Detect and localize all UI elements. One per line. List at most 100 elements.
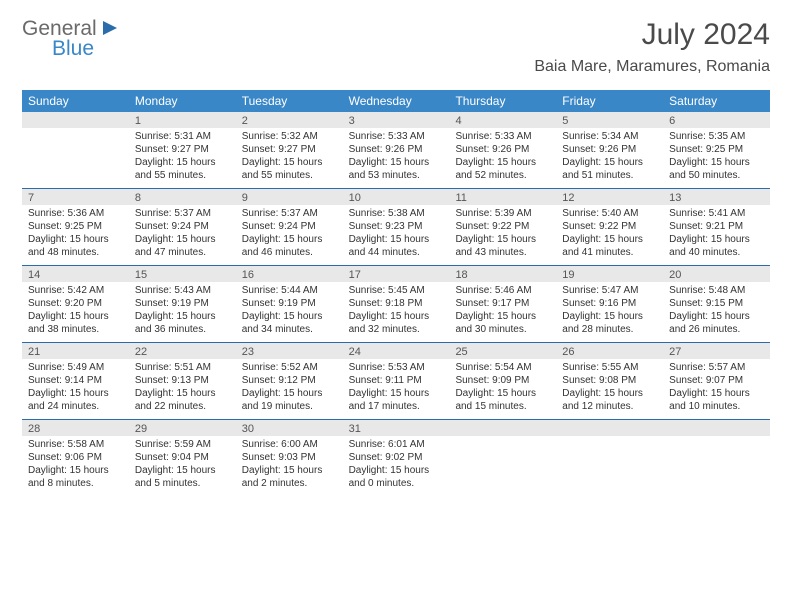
daylight-line: Daylight: 15 hours and 43 minutes. [455,233,550,259]
sunrise-line: Sunrise: 5:46 AM [455,284,550,297]
day-details: Sunrise: 5:48 AMSunset: 9:15 PMDaylight:… [663,282,770,340]
calendar-cell: 17Sunrise: 5:45 AMSunset: 9:18 PMDayligh… [343,266,450,342]
calendar-cell: 20Sunrise: 5:48 AMSunset: 9:15 PMDayligh… [663,266,770,342]
calendar-header-row: SundayMondayTuesdayWednesdayThursdayFrid… [22,90,770,112]
calendar-cell: 16Sunrise: 5:44 AMSunset: 9:19 PMDayligh… [236,266,343,342]
sunset-line: Sunset: 9:26 PM [562,143,657,156]
calendar-week: 21Sunrise: 5:49 AMSunset: 9:14 PMDayligh… [22,343,770,420]
day-number: 25 [449,343,556,359]
daylight-line: Daylight: 15 hours and 55 minutes. [135,156,230,182]
sunset-line: Sunset: 9:07 PM [669,374,764,387]
calendar-cell: 26Sunrise: 5:55 AMSunset: 9:08 PMDayligh… [556,343,663,419]
day-details: Sunrise: 5:33 AMSunset: 9:26 PMDaylight:… [343,128,450,186]
sunset-line: Sunset: 9:12 PM [242,374,337,387]
calendar-week: 28Sunrise: 5:58 AMSunset: 9:06 PMDayligh… [22,420,770,496]
sunset-line: Sunset: 9:21 PM [669,220,764,233]
day-details: Sunrise: 5:53 AMSunset: 9:11 PMDaylight:… [343,359,450,417]
sunrise-line: Sunrise: 5:37 AM [242,207,337,220]
daylight-line: Daylight: 15 hours and 50 minutes. [669,156,764,182]
day-number: 13 [663,189,770,205]
day-details [663,436,770,442]
sunset-line: Sunset: 9:26 PM [349,143,444,156]
daylight-line: Daylight: 15 hours and 40 minutes. [669,233,764,259]
sunrise-line: Sunrise: 5:36 AM [28,207,123,220]
day-number [556,420,663,436]
day-number: 1 [129,112,236,128]
daylight-line: Daylight: 15 hours and 15 minutes. [455,387,550,413]
calendar-cell: 30Sunrise: 6:00 AMSunset: 9:03 PMDayligh… [236,420,343,496]
daylight-line: Daylight: 15 hours and 55 minutes. [242,156,337,182]
daylight-line: Daylight: 15 hours and 28 minutes. [562,310,657,336]
daylight-line: Daylight: 15 hours and 12 minutes. [562,387,657,413]
sunrise-line: Sunrise: 5:53 AM [349,361,444,374]
sunset-line: Sunset: 9:09 PM [455,374,550,387]
day-number: 19 [556,266,663,282]
day-number: 8 [129,189,236,205]
day-details: Sunrise: 5:57 AMSunset: 9:07 PMDaylight:… [663,359,770,417]
calendar-cell [22,112,129,188]
calendar-week: 1Sunrise: 5:31 AMSunset: 9:27 PMDaylight… [22,112,770,189]
sunrise-line: Sunrise: 5:39 AM [455,207,550,220]
day-details: Sunrise: 5:35 AMSunset: 9:25 PMDaylight:… [663,128,770,186]
day-details: Sunrise: 5:42 AMSunset: 9:20 PMDaylight:… [22,282,129,340]
daylight-line: Daylight: 15 hours and 41 minutes. [562,233,657,259]
calendar-cell: 2Sunrise: 5:32 AMSunset: 9:27 PMDaylight… [236,112,343,188]
calendar: SundayMondayTuesdayWednesdayThursdayFrid… [22,90,770,496]
day-number: 26 [556,343,663,359]
location-subtitle: Baia Mare, Maramures, Romania [534,58,770,76]
day-number: 28 [22,420,129,436]
sunrise-line: Sunrise: 5:41 AM [669,207,764,220]
sunrise-line: Sunrise: 5:38 AM [349,207,444,220]
sunrise-line: Sunrise: 5:40 AM [562,207,657,220]
sunrise-line: Sunrise: 5:34 AM [562,130,657,143]
day-number: 31 [343,420,450,436]
day-details: Sunrise: 5:36 AMSunset: 9:25 PMDaylight:… [22,205,129,263]
day-number: 30 [236,420,343,436]
day-number [663,420,770,436]
calendar-week: 14Sunrise: 5:42 AMSunset: 9:20 PMDayligh… [22,266,770,343]
calendar-cell: 13 Sunrise: 5:41 AMSunset: 9:21 PMDayligh… [663,189,770,265]
calendar-cell: 18Sunrise: 5:46 AMSunset: 9:17 PMDayligh… [449,266,556,342]
calendar-cell [556,420,663,496]
sunset-line: Sunset: 9:19 PM [242,297,337,310]
sunrise-line: Sunrise: 6:00 AM [242,438,337,451]
brand-word-2: Blue [52,38,97,59]
day-details: Sunrise: 5:40 AMSunset: 9:22 PMDaylight:… [556,205,663,263]
day-number: 7 [22,189,129,205]
calendar-cell: 29Sunrise: 5:59 AMSunset: 9:04 PMDayligh… [129,420,236,496]
sunrise-line: Sunrise: 5:42 AM [28,284,123,297]
day-header: Tuesday [236,90,343,112]
calendar-cell: 1Sunrise: 5:31 AMSunset: 9:27 PMDaylight… [129,112,236,188]
calendar-cell [663,420,770,496]
title-block: July 2024 Baia Mare, Maramures, Romania [534,18,770,76]
day-details: Sunrise: 5:33 AMSunset: 9:26 PMDaylight:… [449,128,556,186]
day-header: Monday [129,90,236,112]
day-details [449,436,556,442]
day-number: 4 [449,112,556,128]
calendar-cell: 8Sunrise: 5:37 AMSunset: 9:24 PMDaylight… [129,189,236,265]
arrow-icon [103,21,117,35]
calendar-cell: 9Sunrise: 5:37 AMSunset: 9:24 PMDaylight… [236,189,343,265]
sunrise-line: Sunrise: 5:57 AM [669,361,764,374]
calendar-cell: 4Sunrise: 5:33 AMSunset: 9:26 PMDaylight… [449,112,556,188]
daylight-line: Daylight: 15 hours and 26 minutes. [669,310,764,336]
calendar-cell: 27Sunrise: 5:57 AMSunset: 9:07 PMDayligh… [663,343,770,419]
sunrise-line: Sunrise: 5:49 AM [28,361,123,374]
sunset-line: Sunset: 9:17 PM [455,297,550,310]
sunset-line: Sunset: 9:13 PM [135,374,230,387]
day-details: Sunrise: 5:52 AMSunset: 9:12 PMDaylight:… [236,359,343,417]
sunset-line: Sunset: 9:23 PM [349,220,444,233]
sunset-line: Sunset: 9:20 PM [28,297,123,310]
daylight-line: Daylight: 15 hours and 47 minutes. [135,233,230,259]
day-details: Sunrise: 6:01 AMSunset: 9:02 PMDaylight:… [343,436,450,494]
calendar-cell: 10Sunrise: 5:38 AMSunset: 9:23 PMDayligh… [343,189,450,265]
calendar-cell: 23Sunrise: 5:52 AMSunset: 9:12 PMDayligh… [236,343,343,419]
day-header: Friday [556,90,663,112]
day-header: Saturday [663,90,770,112]
day-number: 27 [663,343,770,359]
day-details: Sunrise: 5:39 AMSunset: 9:22 PMDaylight:… [449,205,556,263]
day-details: Sunrise: 6:00 AMSunset: 9:03 PMDaylight:… [236,436,343,494]
daylight-line: Daylight: 15 hours and 51 minutes. [562,156,657,182]
daylight-line: Daylight: 15 hours and 30 minutes. [455,310,550,336]
daylight-line: Daylight: 15 hours and 10 minutes. [669,387,764,413]
